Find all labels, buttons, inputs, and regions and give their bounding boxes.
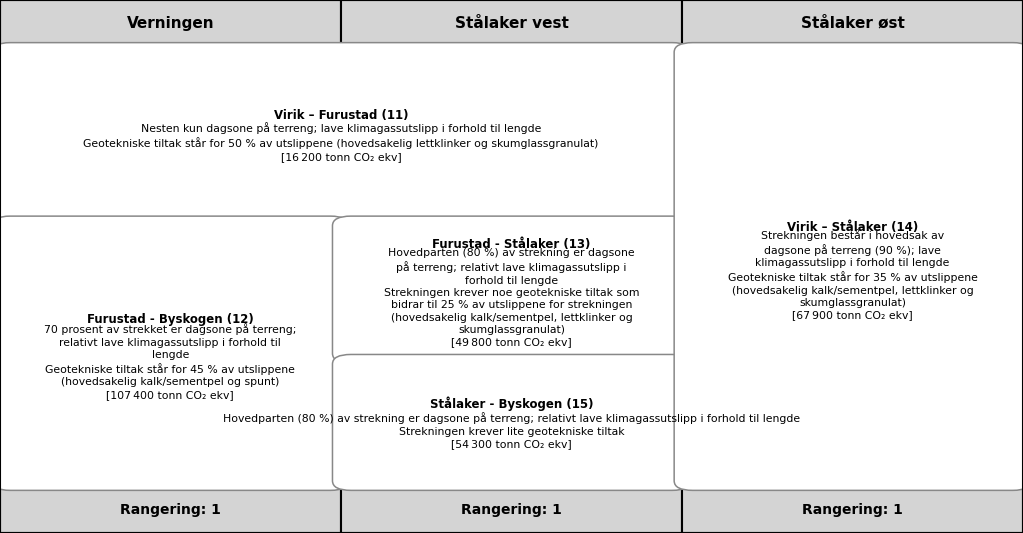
Text: Rangering: 1: Rangering: 1 xyxy=(120,503,221,516)
Text: Furustad - Byskogen (12): Furustad - Byskogen (12) xyxy=(87,312,254,326)
Text: Rangering: 1: Rangering: 1 xyxy=(802,503,903,516)
FancyBboxPatch shape xyxy=(0,43,691,224)
FancyBboxPatch shape xyxy=(0,216,349,490)
FancyBboxPatch shape xyxy=(332,354,691,490)
Text: Verningen: Verningen xyxy=(127,16,214,31)
Text: Furustad - Stålaker (13): Furustad - Stålaker (13) xyxy=(433,238,590,251)
Text: 70 prosent av strekket er dagsone på terreng;
relativt lave klimagassutslipp i f: 70 prosent av strekket er dagsone på ter… xyxy=(44,324,297,400)
FancyBboxPatch shape xyxy=(332,216,691,363)
Bar xyxy=(341,0,682,47)
FancyBboxPatch shape xyxy=(674,43,1023,490)
Text: Virik – Stålaker (14): Virik – Stålaker (14) xyxy=(787,221,919,233)
Bar xyxy=(0,0,341,47)
Bar xyxy=(682,0,1023,47)
Text: Stålaker vest: Stålaker vest xyxy=(454,16,569,31)
Bar xyxy=(341,486,682,533)
Text: Stålaker øst: Stålaker øst xyxy=(801,16,904,31)
Text: Virik – Furustad (11): Virik – Furustad (11) xyxy=(274,109,408,122)
Text: Stålaker - Byskogen (15): Stålaker - Byskogen (15) xyxy=(430,397,593,411)
Text: Nesten kun dagsone på terreng; lave klimagassutslipp i forhold til lengde
Geotek: Nesten kun dagsone på terreng; lave klim… xyxy=(84,123,598,161)
Bar xyxy=(0,486,341,533)
Text: Rangering: 1: Rangering: 1 xyxy=(461,503,562,516)
Bar xyxy=(682,486,1023,533)
Text: Hovedparten (80 %) av strekning er dagsone
på terreng; relativt lave klimagassut: Hovedparten (80 %) av strekning er dagso… xyxy=(384,248,639,348)
Text: Hovedparten (80 %) av strekning er dagsone på terreng; relativt lave klimagassut: Hovedparten (80 %) av strekning er dagso… xyxy=(223,413,800,449)
Text: Strekningen består i hovedsak av
dagsone på terreng (90 %); lave
klimagassutslip: Strekningen består i hovedsak av dagsone… xyxy=(727,229,978,320)
